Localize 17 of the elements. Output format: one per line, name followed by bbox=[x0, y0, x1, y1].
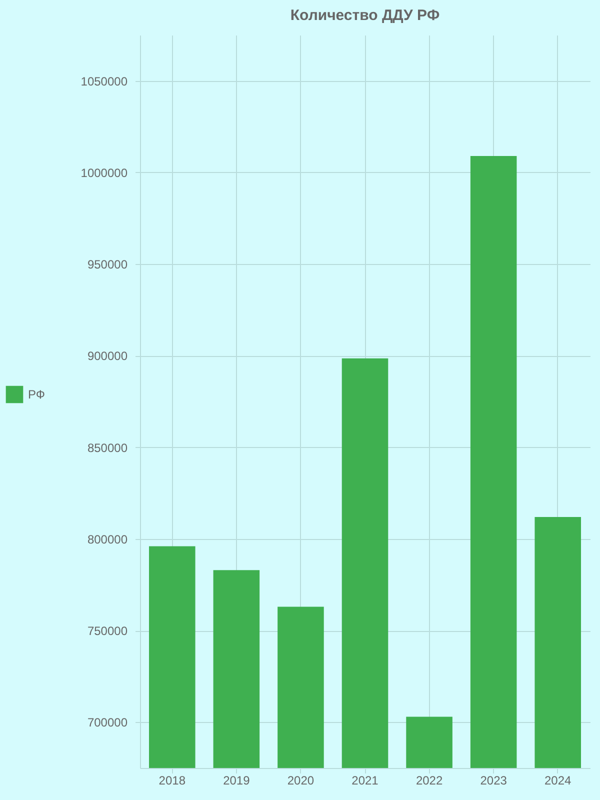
y-tick-label: 850000 bbox=[87, 440, 128, 455]
y-tick-label: 950000 bbox=[87, 258, 128, 272]
x-tick-label: 2019 bbox=[223, 774, 250, 788]
y-tick-label: 1050000 bbox=[80, 74, 128, 88]
y-tick-label: 900000 bbox=[87, 349, 128, 364]
y-tick-label: 750000 bbox=[87, 624, 128, 638]
y-tick-label: 700000 bbox=[87, 716, 128, 730]
x-tick-label: 2020 bbox=[287, 774, 314, 788]
x-tick-label: 2018 bbox=[158, 774, 186, 788]
x-tick-label: 2022 bbox=[416, 774, 443, 788]
x-tick-label: 2023 bbox=[480, 774, 508, 788]
chart-title: Количество ДДУ РФ bbox=[290, 7, 440, 24]
x-tick-label: 2024 bbox=[544, 774, 572, 788]
x-tick-label: 2021 bbox=[352, 774, 379, 788]
legend-label: РФ bbox=[28, 388, 45, 402]
y-tick-label: 1000000 bbox=[80, 166, 128, 180]
y-tick-label: 800000 bbox=[87, 532, 128, 546]
